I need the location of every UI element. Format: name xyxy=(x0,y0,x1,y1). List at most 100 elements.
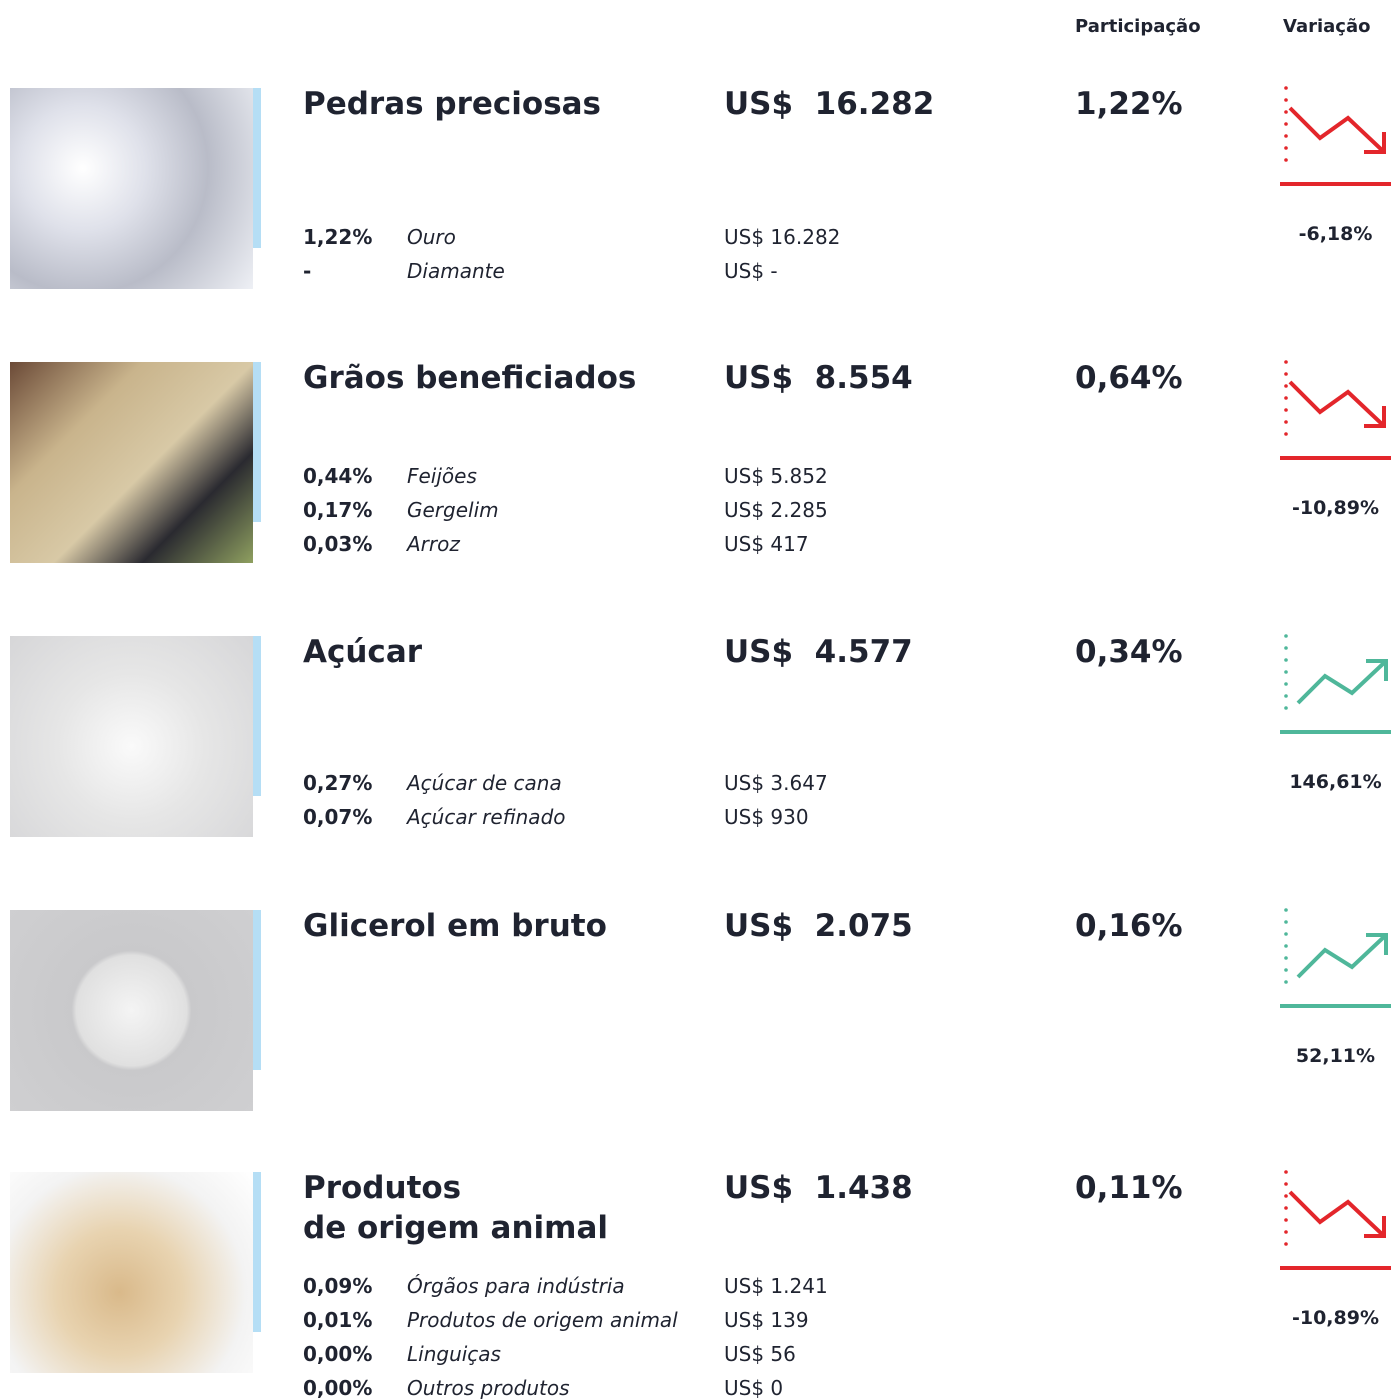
sub-share: 1,22% xyxy=(303,225,373,249)
icon-part xyxy=(1284,396,1288,400)
sub-value: US$ 5.852 xyxy=(724,459,828,493)
icon-part xyxy=(1284,1182,1288,1186)
icon-part xyxy=(1284,646,1288,650)
icon-part xyxy=(1366,659,1388,681)
product-name: Produtos de origem animal xyxy=(303,1170,608,1246)
sub-name: Produtos de origem animal xyxy=(407,1308,678,1332)
currency: US$ xyxy=(724,360,794,396)
trend-icon xyxy=(1280,86,1391,186)
sub-name: Gergelim xyxy=(407,498,499,522)
sub-value: US$ 3.647 xyxy=(724,766,828,800)
sub-value: US$ 2.285 xyxy=(724,493,828,527)
sub-share: 0,07% xyxy=(303,805,373,829)
currency: US$ xyxy=(724,1342,765,1366)
product-name: Açúcar xyxy=(303,634,423,670)
icon-part xyxy=(1284,420,1288,424)
product-image xyxy=(10,636,253,837)
sub-name: Órgãos para indústria xyxy=(407,1274,625,1298)
icon-part xyxy=(1284,1170,1288,1174)
sub-amount: 3.647 xyxy=(770,771,828,795)
icon-part xyxy=(1284,658,1288,662)
icon-part xyxy=(1284,682,1288,686)
icon-part xyxy=(1288,380,1386,428)
product-image xyxy=(10,88,253,289)
product-share: 0,34% xyxy=(1075,634,1183,670)
variation: 52,11% xyxy=(1295,1045,1376,1067)
currency: US$ xyxy=(724,1170,794,1206)
sub-share: 0,44% xyxy=(303,464,373,488)
amount: 2.075 xyxy=(814,908,913,944)
sub-name: Arroz xyxy=(407,532,460,556)
accent-bar xyxy=(253,636,261,796)
icon-part xyxy=(1284,1218,1288,1222)
sub-amount: 2.285 xyxy=(770,498,828,522)
product-value: US$ 1.438 xyxy=(724,1168,913,1208)
icon-part xyxy=(1284,706,1288,710)
product-share: 1,22% xyxy=(1075,86,1183,122)
icon-part xyxy=(1284,956,1288,960)
currency: US$ xyxy=(724,532,765,556)
sub-share: - xyxy=(303,259,312,283)
icon-part xyxy=(1364,1216,1386,1238)
currency: US$ xyxy=(724,771,765,795)
icon-part xyxy=(1284,372,1288,376)
amount: 4.577 xyxy=(814,634,913,670)
icon-part xyxy=(1284,908,1288,912)
icon-part xyxy=(1284,158,1288,162)
variation: -6,18% xyxy=(1298,223,1373,245)
icon-part xyxy=(1284,432,1288,436)
sub-amount: 139 xyxy=(770,1308,809,1332)
variation-header: Variação xyxy=(1283,16,1371,37)
icon-part xyxy=(1284,920,1288,924)
sub-amount: 16.282 xyxy=(770,225,841,249)
product-name: Glicerol em bruto xyxy=(303,908,607,944)
sub-name: Feijões xyxy=(407,464,477,488)
product-share: 0,11% xyxy=(1075,1170,1183,1206)
icon-part xyxy=(1284,932,1288,936)
icon-part xyxy=(1296,659,1388,705)
icon-part xyxy=(1366,933,1388,955)
sub-amount: 417 xyxy=(770,532,809,556)
icon-part xyxy=(1284,360,1288,364)
sub-amount: 0 xyxy=(770,1376,784,1399)
currency: US$ xyxy=(724,1308,765,1332)
sub-value: US$ 930 xyxy=(724,800,809,834)
product-value: US$ 2.075 xyxy=(724,906,913,946)
icon-part xyxy=(1284,1242,1288,1246)
icon-part xyxy=(1284,146,1288,150)
sub-name: Linguiças xyxy=(407,1342,501,1366)
sub-share: 0,01% xyxy=(303,1308,373,1332)
currency: US$ xyxy=(724,634,794,670)
amount: 1.438 xyxy=(814,1170,913,1206)
sub-value: US$ 16.282 xyxy=(724,220,840,254)
sub-name: Diamante xyxy=(407,259,505,283)
sub-share: 0,00% xyxy=(303,1376,373,1399)
icon-part xyxy=(1284,408,1288,412)
sub-name: Açúcar de cana xyxy=(407,771,562,795)
trend-icon xyxy=(1280,1170,1391,1270)
trend-icon xyxy=(1280,908,1391,1008)
sub-name: Açúcar refinado xyxy=(407,805,566,829)
icon-part xyxy=(1284,1206,1288,1210)
sub-name: Ouro xyxy=(407,225,456,249)
currency: US$ xyxy=(724,805,765,829)
trend-icon xyxy=(1280,360,1391,460)
accent-bar xyxy=(253,910,261,1070)
icon-part xyxy=(1284,122,1288,126)
icon-part xyxy=(1284,670,1288,674)
sub-value: US$ 56 xyxy=(724,1337,796,1371)
product-share: 0,16% xyxy=(1075,908,1183,944)
sub-amount: 56 xyxy=(770,1342,796,1366)
currency: US$ xyxy=(724,1274,765,1298)
currency: US$ xyxy=(724,259,765,283)
currency: US$ xyxy=(724,1376,765,1399)
variation: 146,61% xyxy=(1289,771,1382,793)
icon-part xyxy=(1284,134,1288,138)
sub-amount: 5.852 xyxy=(770,464,828,488)
accent-bar xyxy=(253,88,261,248)
sub-name: Outros produtos xyxy=(407,1376,570,1399)
amount: 8.554 xyxy=(814,360,913,396)
sub-share: 0,17% xyxy=(303,498,373,522)
product-image xyxy=(10,362,253,563)
icon-part xyxy=(1364,406,1386,428)
